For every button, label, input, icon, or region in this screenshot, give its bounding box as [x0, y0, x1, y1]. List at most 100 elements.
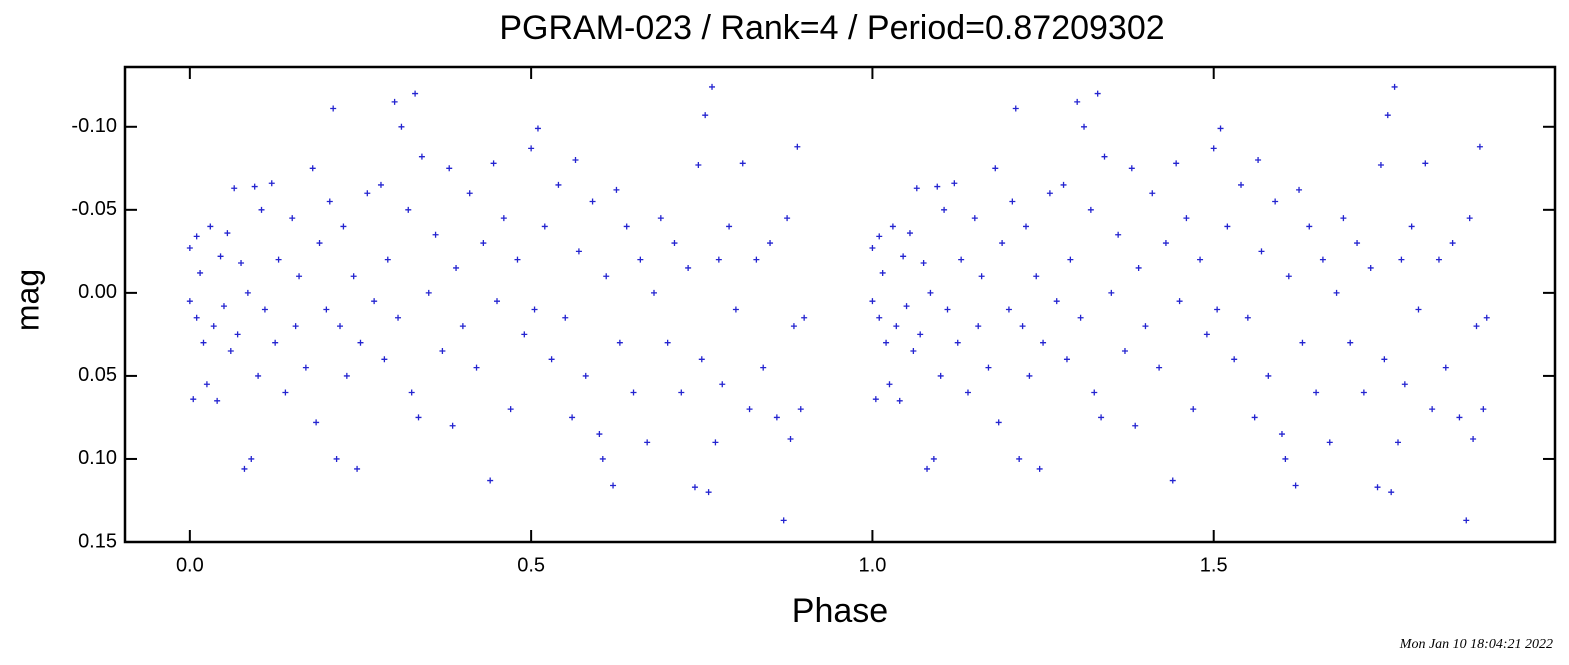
data-point [1128, 165, 1135, 172]
data-point [787, 436, 794, 443]
data-point [514, 256, 521, 263]
data-point [934, 183, 941, 190]
data-point [709, 83, 716, 90]
data-point [1470, 436, 1477, 443]
data-point [1203, 331, 1210, 338]
data-point [193, 314, 200, 321]
data-point [876, 233, 883, 240]
data-point [1408, 223, 1415, 230]
data-point [248, 455, 255, 462]
data-point [200, 339, 207, 346]
data-point [500, 215, 507, 222]
data-point [876, 314, 883, 321]
data-point [466, 190, 473, 197]
data-point [671, 240, 678, 247]
y-tick-label: 0.15 [78, 530, 117, 552]
data-point [1272, 198, 1279, 205]
data-point [572, 157, 579, 164]
data-point [302, 364, 309, 371]
data-point [405, 206, 412, 213]
data-point [726, 223, 733, 230]
data-point [548, 356, 555, 363]
data-point [1282, 455, 1289, 462]
data-point [794, 143, 801, 150]
data-point [944, 306, 951, 313]
data-point [1483, 314, 1490, 321]
data-point [739, 160, 746, 167]
data-point [1401, 381, 1408, 388]
data-point [1077, 314, 1084, 321]
data-point [1292, 482, 1299, 489]
data-point [1442, 364, 1449, 371]
data-point [1098, 414, 1105, 421]
data-point [292, 323, 299, 330]
data-point [1009, 198, 1016, 205]
data-point [1053, 298, 1060, 305]
data-point [678, 389, 685, 396]
data-point [951, 180, 958, 187]
data-point [1169, 477, 1176, 484]
data-point [197, 269, 204, 276]
data-point [275, 256, 282, 263]
data-point [395, 314, 402, 321]
data-point [913, 185, 920, 192]
data-point [1190, 406, 1197, 413]
data-point [1040, 339, 1047, 346]
data-point [705, 489, 712, 496]
data-point [261, 306, 268, 313]
data-point [350, 273, 357, 280]
data-point [214, 397, 221, 404]
data-point [234, 331, 241, 338]
data-point [978, 273, 985, 280]
x-tick-label: 1.5 [1200, 554, 1228, 576]
data-point [1429, 406, 1436, 413]
data-point [1087, 206, 1094, 213]
data-point [1067, 256, 1074, 263]
data-point [337, 323, 344, 330]
data-point [985, 364, 992, 371]
data-point [1173, 160, 1180, 167]
data-point [528, 145, 535, 152]
data-point [1023, 223, 1029, 230]
data-point [784, 215, 791, 222]
data-point [1415, 306, 1422, 313]
data-point [1005, 306, 1012, 313]
data-point [562, 314, 569, 321]
data-point [886, 381, 893, 388]
data-point [1333, 289, 1340, 296]
data-point [326, 198, 333, 205]
data-point [1214, 306, 1221, 313]
data-point [207, 223, 214, 230]
y-tick-label: 0.10 [78, 447, 117, 469]
data-point [975, 323, 982, 330]
data-point [1391, 83, 1398, 90]
data-point [1480, 406, 1487, 413]
data-point [1265, 372, 1272, 379]
data-point [715, 256, 722, 263]
data-point [1354, 240, 1361, 247]
data-point [425, 289, 432, 296]
data-point [610, 482, 617, 489]
data-point [1449, 240, 1456, 247]
data-point [603, 273, 610, 280]
data-point [801, 314, 808, 321]
data-point [896, 397, 903, 404]
data-point [371, 298, 378, 305]
data-point [613, 186, 620, 193]
data-point [1115, 231, 1122, 238]
data-point [596, 431, 603, 438]
data-point [1395, 439, 1402, 446]
data-point [1081, 123, 1088, 130]
data-point [1473, 323, 1480, 330]
data-point [1210, 145, 1217, 152]
data-point [719, 381, 726, 388]
data-point [521, 331, 528, 338]
data-point [1306, 223, 1313, 230]
data-point [790, 323, 797, 330]
data-point [1217, 125, 1224, 132]
data-point [995, 419, 1002, 426]
data-point [695, 161, 702, 168]
data-point [1384, 112, 1391, 119]
data-point [453, 264, 460, 271]
data-point [309, 165, 316, 172]
